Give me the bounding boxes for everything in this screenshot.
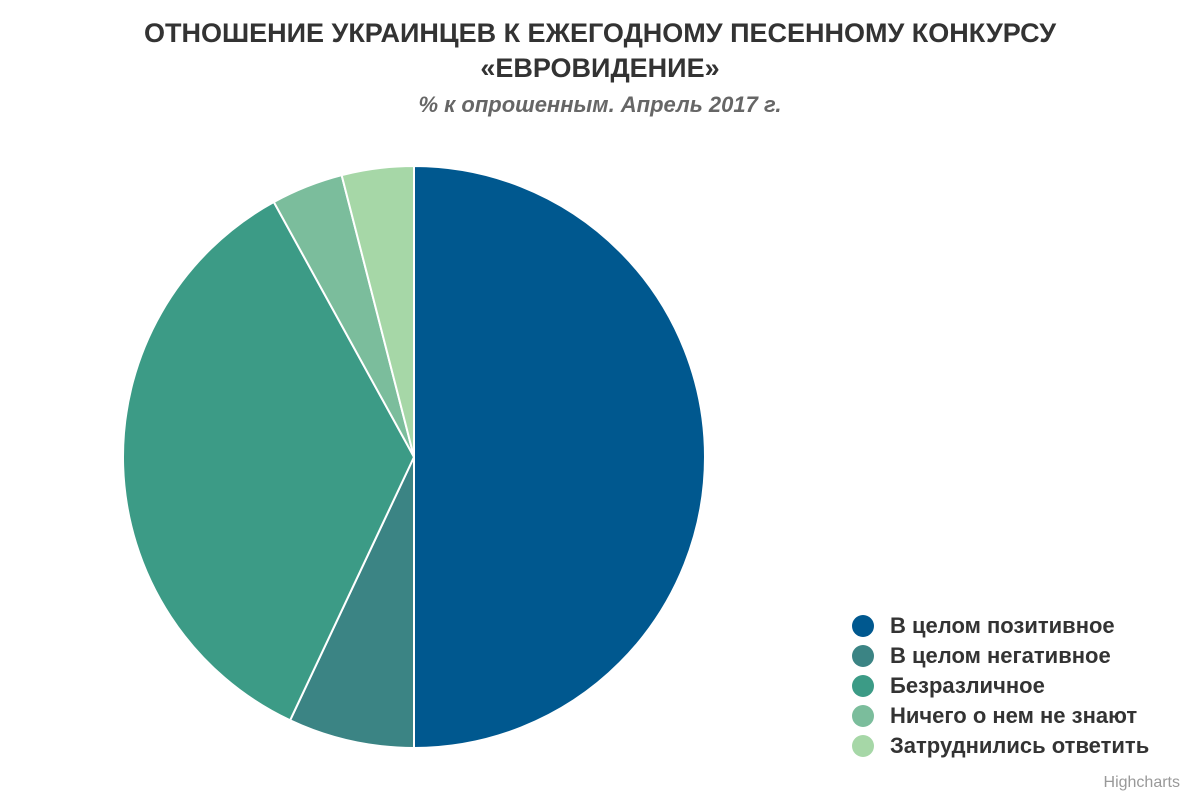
chart-title-line-1: ОТНОШЕНИЕ УКРАИНЦЕВ К ЕЖЕГОДНОМУ ПЕСЕННО… (143, 18, 1057, 48)
legend-marker-icon (852, 615, 874, 637)
legend-item-2[interactable]: В целом негативное (852, 641, 1197, 671)
pie-slice-5[interactable] (340, 165, 415, 458)
legend-item-4[interactable]: Ничего о нем не знают (852, 701, 1197, 731)
chart-title-line-2: «ЕВРОВИДЕНИЕ» (480, 53, 720, 83)
legend-label: В целом позитивное (890, 613, 1115, 638)
legend-item-5[interactable]: Затруднились ответить (852, 731, 1197, 761)
legend-label: В целом негативное (890, 643, 1111, 668)
pie-slice-3[interactable] (122, 200, 415, 722)
legend-marker-icon (852, 675, 874, 697)
legend-item-3[interactable]: Безразличное (852, 671, 1197, 701)
credits-link[interactable]: Highcharts (1103, 774, 1180, 791)
pie-slice-1[interactable] (413, 165, 706, 749)
legend: В целом позитивное В целом негативное Безр… (852, 611, 1197, 761)
legend-label: Ничего о нем не знают (890, 703, 1138, 728)
legend-label: Затруднились ответить (890, 733, 1150, 758)
legend-marker-icon (852, 645, 874, 667)
legend-marker-icon (852, 705, 874, 727)
legend-label: Безразличное (890, 673, 1045, 698)
pie-slice-2[interactable] (289, 456, 415, 749)
chart-subtitle: % к опрошенным. Апрель 2017 г. (418, 92, 782, 117)
chart-title: ОТНОШЕНИЕ УКРАИНЦЕВ К ЕЖЕГОДНОМУ ПЕСЕННО… (0, 16, 1200, 86)
legend-marker-icon (852, 735, 874, 757)
legend-item-1[interactable]: В целом позитивное (852, 611, 1197, 641)
